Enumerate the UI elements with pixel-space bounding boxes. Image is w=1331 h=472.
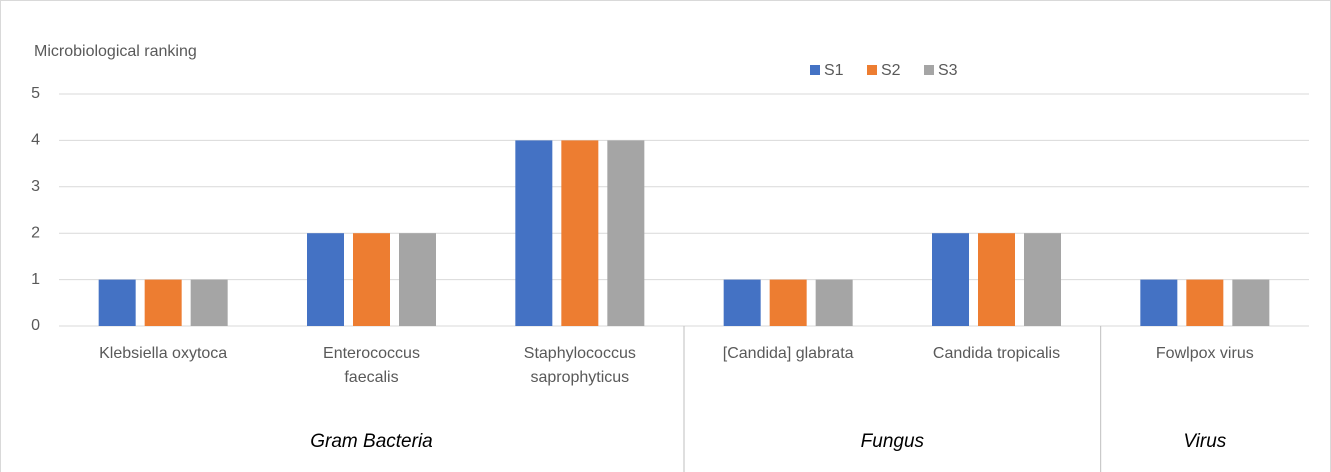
x-tick-label-box: Enterococcus faecalis bbox=[323, 345, 420, 386]
bar bbox=[769, 279, 807, 326]
x-tick-label: Enterococcus faecalis bbox=[323, 345, 420, 386]
x-tick-label-box: Candida tropicalis bbox=[932, 345, 1061, 362]
x-tick-label: Fowlpox virus bbox=[1155, 345, 1254, 362]
y-tick-label: 3 bbox=[31, 178, 40, 195]
legend-swatch bbox=[867, 65, 877, 75]
bar bbox=[1024, 233, 1061, 326]
bar bbox=[815, 279, 853, 326]
y-tick-label: 1 bbox=[31, 271, 40, 288]
bar bbox=[978, 233, 1015, 326]
bar bbox=[515, 140, 553, 326]
legend-swatch bbox=[810, 65, 820, 75]
y-tick-label: 2 bbox=[31, 224, 40, 241]
x-tick-label-box: Staphylococcus saprophyticus bbox=[523, 345, 636, 386]
x-tick-label: Staphylococcus saprophyticus bbox=[523, 345, 636, 386]
group-label: Gram Bacteria bbox=[310, 431, 432, 452]
bar bbox=[1186, 279, 1224, 326]
y-tick-label: 0 bbox=[31, 317, 40, 334]
bar bbox=[190, 279, 228, 326]
y-axis-title: Microbiological ranking bbox=[34, 43, 197, 60]
x-tick-label: [Candida] glabrata bbox=[722, 345, 854, 362]
bar bbox=[1140, 279, 1178, 326]
legend-label: S2 bbox=[881, 62, 901, 79]
bar bbox=[561, 140, 599, 326]
y-tick-label: 5 bbox=[31, 85, 40, 102]
bar bbox=[98, 279, 136, 326]
legend-label: S1 bbox=[824, 62, 844, 79]
bar bbox=[144, 279, 182, 326]
x-tick-label: Klebsiella oxytoca bbox=[99, 345, 228, 362]
legend-label: S3 bbox=[938, 62, 958, 79]
group-label: Fungus bbox=[861, 431, 925, 452]
x-tick-label: Candida tropicalis bbox=[932, 345, 1061, 362]
y-tick-label: 4 bbox=[31, 132, 40, 149]
bar bbox=[607, 140, 645, 326]
bar bbox=[723, 279, 761, 326]
bar bbox=[932, 233, 969, 326]
x-tick-label-box: Klebsiella oxytoca bbox=[99, 345, 228, 362]
bar bbox=[399, 233, 436, 326]
x-tick-label-box: [Candida] glabrata bbox=[722, 345, 854, 362]
bar bbox=[1232, 279, 1270, 326]
legend-swatch bbox=[924, 65, 934, 75]
bar bbox=[353, 233, 390, 326]
bar bbox=[307, 233, 344, 326]
x-tick-label-box: Fowlpox virus bbox=[1155, 345, 1254, 362]
group-label: Virus bbox=[1183, 431, 1226, 452]
